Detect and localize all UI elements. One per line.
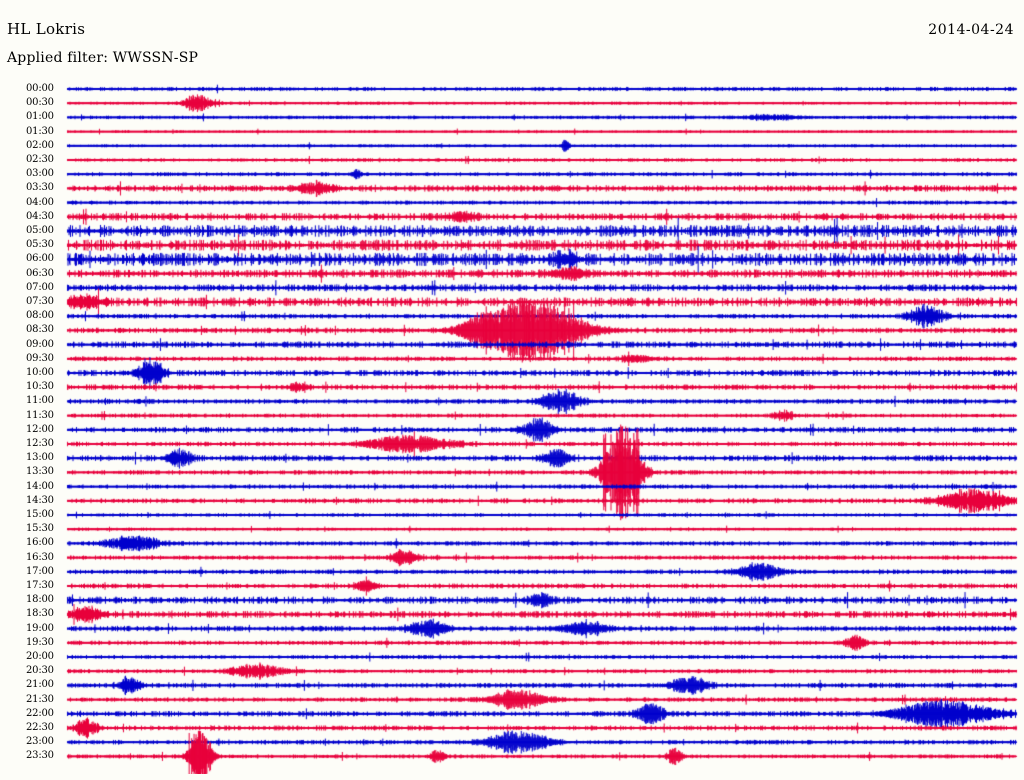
helicorder-plot: 00:00 00:30 01:00 01:30 02:00 02:30 03:00 03:30… xyxy=(0,80,1024,774)
time-label: 02:00 xyxy=(26,139,54,151)
time-label: 08:00 xyxy=(26,310,54,322)
time-label: 12:00 xyxy=(26,423,54,435)
time-label: 03:30 xyxy=(26,182,54,194)
time-label: 04:00 xyxy=(26,196,54,208)
time-label: 15:00 xyxy=(26,509,54,520)
time-label: 20:00 xyxy=(26,651,54,662)
time-label: 14:00 xyxy=(26,480,54,492)
time-label: 00:30 xyxy=(26,97,54,109)
page-title: HL Lokris xyxy=(7,20,86,38)
time-label: 17:30 xyxy=(26,580,54,591)
time-label: 10:00 xyxy=(26,367,54,378)
time-label: 16:30 xyxy=(26,551,54,563)
time-label: 00:00 xyxy=(26,83,54,94)
time-label: 05:30 xyxy=(26,239,54,251)
time-label: 11:30 xyxy=(26,409,54,421)
time-label: 03:00 xyxy=(26,168,54,180)
time-label: 07:00 xyxy=(26,281,54,293)
time-label: 23:30 xyxy=(26,750,54,762)
time-label: 23:00 xyxy=(26,736,54,748)
time-label: 21:30 xyxy=(26,693,54,705)
time-label: 01:00 xyxy=(26,111,54,123)
time-label: 17:00 xyxy=(26,565,54,577)
time-label: 05:00 xyxy=(26,225,54,236)
time-label: 22:00 xyxy=(26,707,54,719)
time-label: 16:00 xyxy=(26,537,54,549)
time-label: 02:30 xyxy=(26,154,54,165)
time-label: 13:00 xyxy=(26,452,54,464)
time-label: 13:30 xyxy=(26,466,54,478)
time-label: 19:30 xyxy=(26,636,54,648)
time-label: 01:30 xyxy=(26,125,54,137)
applied-filter-label: Applied filter: WWSSN-SP xyxy=(7,50,199,66)
time-label: 18:00 xyxy=(26,594,54,606)
time-label: 09:00 xyxy=(26,338,54,350)
time-label: 07:30 xyxy=(26,296,54,307)
time-label: 22:30 xyxy=(26,722,54,733)
time-label: 04:30 xyxy=(26,210,54,222)
time-label: 21:00 xyxy=(26,679,54,691)
time-label: 08:30 xyxy=(26,324,54,336)
time-label: 14:30 xyxy=(26,494,54,506)
time-label: 06:30 xyxy=(26,267,54,279)
time-label: 10:30 xyxy=(26,381,54,393)
time-label: 20:30 xyxy=(26,665,54,677)
time-label: 11:00 xyxy=(26,395,54,407)
time-label: 09:30 xyxy=(26,352,54,364)
time-label: 15:30 xyxy=(26,523,54,535)
seismogram-traces xyxy=(0,80,1024,774)
time-label: 18:30 xyxy=(26,608,54,620)
time-label: 19:00 xyxy=(26,622,54,634)
time-label: 06:00 xyxy=(26,253,54,265)
record-date: 2014-04-24 xyxy=(928,22,1014,38)
time-label: 12:30 xyxy=(26,438,54,449)
